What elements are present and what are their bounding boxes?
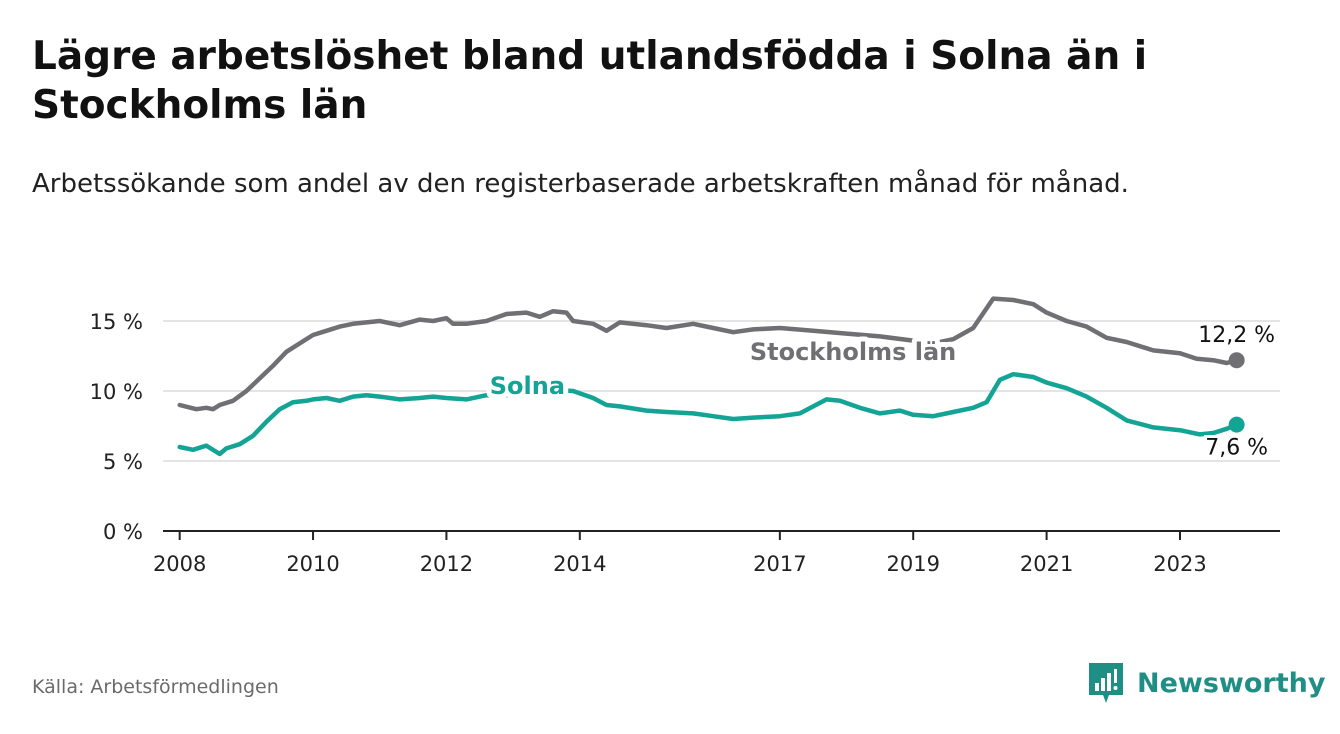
end-value-label: 7,6 % — [1205, 436, 1268, 461]
brand-name: Newsworthy — [1137, 667, 1326, 699]
y-tick-label: 0 % — [103, 520, 143, 544]
end-point-marker — [1228, 416, 1245, 433]
x-tick-label: 2023 — [1153, 552, 1206, 576]
x-tick-label: 2021 — [1020, 552, 1073, 576]
newsworthy-logo[interactable]: Newsworthy — [1087, 660, 1325, 706]
end-value-label: 12,2 % — [1198, 323, 1275, 348]
source-note: Källa: Arbetsförmedlingen — [32, 676, 279, 698]
chart-subtitle: Arbetssökande som andel av den registerb… — [32, 169, 1129, 199]
x-tick-label: 2010 — [286, 552, 339, 576]
y-tick-label: 5 % — [103, 450, 143, 474]
y-tick-label: 15 % — [90, 310, 143, 334]
end-point-marker — [1228, 352, 1245, 369]
x-tick-label: 2017 — [753, 552, 806, 576]
x-tick-label: 2014 — [553, 552, 606, 576]
series-label-stockholms-lan: Stockholms län — [750, 338, 956, 366]
chart-title: Lägre arbetslöshet bland utlandsfödda i … — [32, 34, 1148, 128]
x-tick-label: 2008 — [153, 552, 206, 576]
line-chart: 0 % 5 % 10 % 15 % 2008 2010 2012 2014 2017 2019 20… — [90, 296, 1280, 576]
newsworthy-logo-icon — [1089, 663, 1123, 703]
x-tick-label: 2019 — [886, 552, 939, 576]
series-line-stockholms-lan — [177, 296, 1239, 412]
y-tick-label: 10 % — [90, 380, 143, 404]
x-tick-label: 2012 — [420, 552, 473, 576]
series-line-solna — [177, 371, 1239, 457]
series-label-solna: Solna — [490, 372, 565, 400]
